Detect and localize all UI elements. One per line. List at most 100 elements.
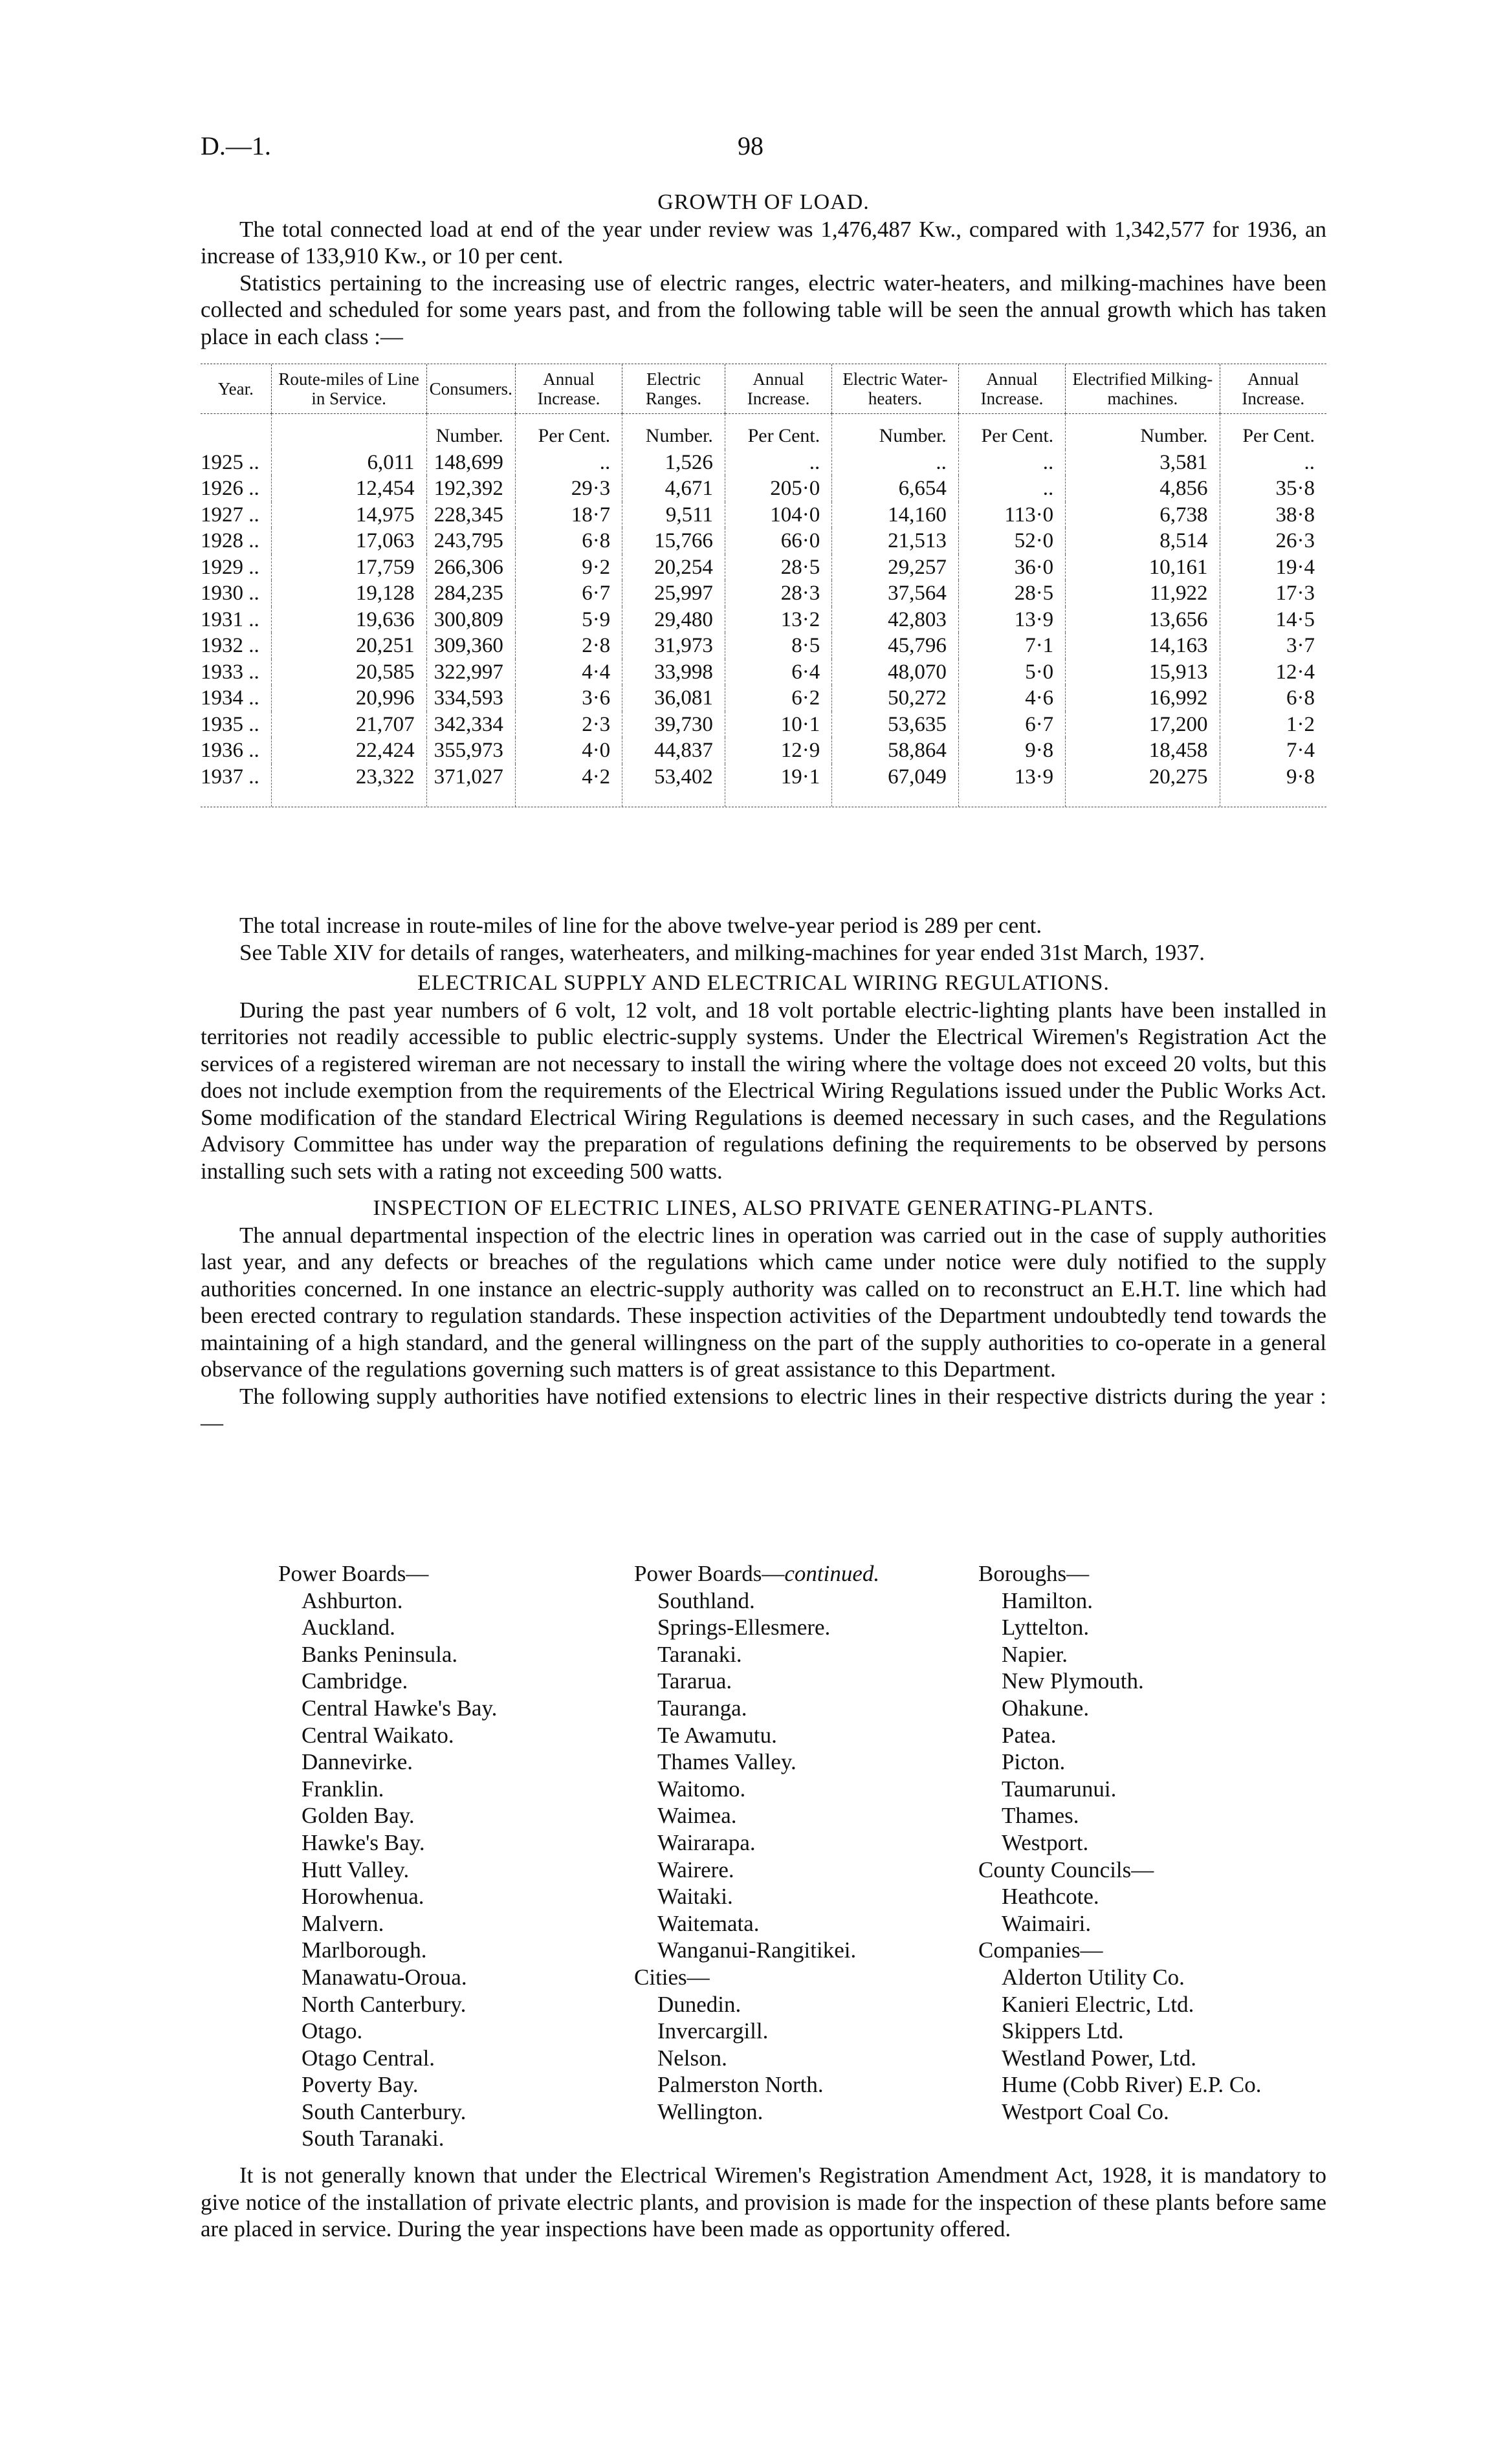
paragraph: The total connected load at end of the y… bbox=[201, 216, 1326, 269]
table-cell: 29·3 bbox=[514, 475, 622, 502]
growth-table: Year. Route-miles of Line in Service. Cons… bbox=[201, 364, 1326, 807]
list-item: Central Waikato. bbox=[302, 1722, 454, 1748]
table-cell: 1·2 bbox=[1219, 711, 1326, 737]
list-item: Picton. bbox=[1002, 1749, 1066, 1775]
list-item: Tararua. bbox=[657, 1668, 732, 1694]
table-cell: 12·4 bbox=[1219, 659, 1326, 685]
table-cell: 14,163 bbox=[1065, 633, 1220, 659]
list-item: Manawatu-Oroua. bbox=[302, 1964, 467, 1990]
table-cell: 52·0 bbox=[958, 528, 1066, 554]
table-cell: 20,996 bbox=[270, 685, 427, 712]
list-item: Nelson. bbox=[657, 2045, 727, 2071]
table-cell: 44,837 bbox=[622, 737, 725, 764]
table-cell: 19·1 bbox=[724, 763, 832, 807]
table-cell: 2·3 bbox=[514, 711, 622, 737]
table-cell: 9,511 bbox=[622, 501, 725, 528]
table-cell: 9·8 bbox=[958, 737, 1066, 764]
unit-cell: Per Cent. bbox=[1219, 413, 1326, 450]
table-cell: 3,581 bbox=[1065, 449, 1220, 475]
table-cell: 48,070 bbox=[831, 659, 959, 685]
table-cell: 67,049 bbox=[831, 763, 959, 807]
table-cell: 6,738 bbox=[1065, 501, 1220, 528]
table-cell: .. bbox=[831, 449, 959, 475]
section-title-growth: GROWTH OF LOAD. bbox=[657, 190, 870, 214]
list-item: Te Awamutu. bbox=[657, 1722, 777, 1748]
list-item: Banks Peninsula. bbox=[302, 1641, 458, 1667]
table-cell: 14,160 bbox=[831, 501, 959, 528]
table-row: 1925 .. 6,011 148,699.. 1,526...... 3,581.. bbox=[201, 449, 1326, 475]
table-cell: 45,796 bbox=[831, 633, 959, 659]
table-cell: 104·0 bbox=[724, 501, 832, 528]
table-cell: 29,480 bbox=[622, 606, 725, 633]
list-item: Waitaki. bbox=[657, 1884, 733, 1910]
list-item: Cambridge. bbox=[302, 1668, 408, 1694]
table-cell: 4·4 bbox=[514, 659, 622, 685]
table-cell: 1929 .. bbox=[201, 555, 259, 579]
table-cell: 19·4 bbox=[1219, 554, 1326, 580]
table-cell: 15,766 bbox=[622, 528, 725, 554]
table-cell: 284,235 bbox=[426, 580, 516, 607]
list-item: Patea. bbox=[1002, 1722, 1057, 1748]
table-row: 1932 .. 20,251 309,360 2·8 31,973 8·5 45,796 7·… bbox=[201, 633, 1326, 659]
table-row: 1935 .. 21,707 342,334 2·3 39,730 10·1 53,635 6… bbox=[201, 711, 1326, 737]
table-cell: 300,809 bbox=[426, 606, 516, 633]
list-item: Ohakune. bbox=[1002, 1695, 1090, 1721]
table-cell: 371,027 bbox=[426, 763, 516, 807]
table-cell: 1937 .. bbox=[201, 765, 259, 789]
table-cell: 53,635 bbox=[831, 711, 959, 737]
table-cell: 14,975 bbox=[270, 501, 427, 528]
unit-cell bbox=[201, 414, 271, 450]
table-cell: 36,081 bbox=[622, 685, 725, 712]
list-heading: Boroughs— bbox=[978, 1560, 1262, 1587]
column-header: Annual Increase. bbox=[958, 364, 1066, 414]
table-cell: 1927 .. bbox=[201, 503, 259, 527]
column-header: Electric Ranges. bbox=[622, 364, 725, 414]
table-cell: 1926 .. bbox=[201, 477, 259, 500]
table-cell: 6·7 bbox=[514, 580, 622, 607]
table-cell: 17·3 bbox=[1219, 580, 1326, 607]
list-heading-text: Power Boards— bbox=[278, 1561, 429, 1586]
table-cell: 1935 .. bbox=[201, 712, 259, 736]
table-row: 1927 .. 14,975 228,345 18·7 9,511 104·0 14,160… bbox=[201, 501, 1326, 528]
table-cell: 22,424 bbox=[270, 737, 427, 764]
table-cell: 17,759 bbox=[270, 554, 427, 580]
table-row: 1934 .. 20,996 334,593 3·6 36,081 6·2 50,272 4·… bbox=[201, 685, 1326, 712]
column-header: Annual Increase. bbox=[724, 364, 832, 414]
table-cell: 355,973 bbox=[426, 737, 516, 764]
table-cell: 5·0 bbox=[958, 659, 1066, 685]
table-cell: 11,922 bbox=[1065, 580, 1220, 607]
table-cell: 53,402 bbox=[622, 763, 725, 807]
list-item: Hawke's Bay. bbox=[302, 1829, 425, 1855]
table-cell: 25,997 bbox=[622, 580, 725, 607]
table-cell: 4,856 bbox=[1065, 475, 1220, 502]
table-cell: 20,251 bbox=[270, 633, 427, 659]
table-cell: 38·8 bbox=[1219, 501, 1326, 528]
unit-cell: Per Cent. bbox=[958, 413, 1066, 450]
table-cell: 6,654 bbox=[831, 475, 959, 502]
paragraph: The annual departmental inspection of th… bbox=[201, 1222, 1326, 1382]
table-cell: 6·2 bbox=[724, 685, 832, 712]
list-item: Hume (Cobb River) E.P. Co. bbox=[1002, 2072, 1262, 2098]
table-cell: 58,864 bbox=[831, 737, 959, 764]
table-row: 1929 .. 17,759 266,306 9·2 20,254 28·5 29,257 3… bbox=[201, 554, 1326, 580]
list-item: Wanganui-Rangitikei. bbox=[657, 1937, 857, 1963]
list-item: Auckland. bbox=[302, 1615, 395, 1641]
table-cell: 28·3 bbox=[724, 580, 832, 607]
list-heading: Power Boards—continued. bbox=[634, 1560, 879, 1587]
list-item: Wairere. bbox=[657, 1857, 734, 1882]
column-header: Electrified Milking-machines. bbox=[1065, 364, 1220, 414]
table-cell: 309,360 bbox=[426, 633, 516, 659]
list-item: Kanieri Electric, Ltd. bbox=[1002, 1991, 1194, 2017]
paragraph: The total increase in route-miles of lin… bbox=[239, 913, 1042, 938]
table-cell: 13,656 bbox=[1065, 606, 1220, 633]
list-item: Hamilton. bbox=[1002, 1587, 1093, 1613]
table-cell: .. bbox=[958, 449, 1066, 475]
table-cell: 4·0 bbox=[514, 737, 622, 764]
table-cell: 1934 .. bbox=[201, 686, 259, 710]
column-header: Annual Increase. bbox=[1219, 364, 1326, 414]
table-cell: 33,998 bbox=[622, 659, 725, 685]
page-number: 98 bbox=[738, 131, 763, 160]
table-cell: 21,513 bbox=[831, 528, 959, 554]
table-cell: .. bbox=[1219, 449, 1326, 475]
table-row: 1931 .. 19,636 300,809 5·9 29,480 13·2 42,803 1… bbox=[201, 606, 1326, 633]
